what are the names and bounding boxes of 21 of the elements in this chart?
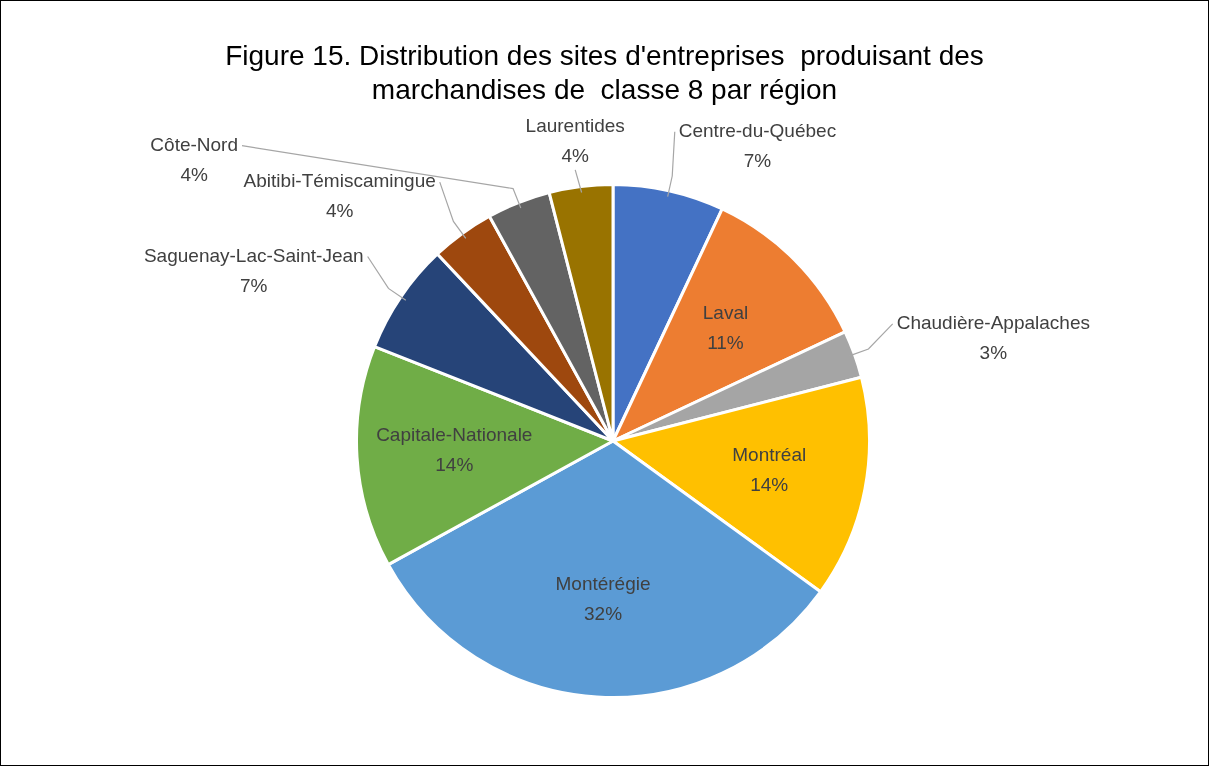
data-label: 14% <box>435 454 474 476</box>
slice-label: Laurentides <box>525 115 625 137</box>
slice-label: Côte-Nord <box>150 133 239 155</box>
data-label: 7% <box>240 274 268 296</box>
data-label: 7% <box>743 150 772 171</box>
slice-label: Montréal <box>732 444 807 466</box>
slice-label: Chaudière-Appalaches <box>896 312 1090 334</box>
data-label: 32% <box>584 602 623 624</box>
slice-label: Laval <box>702 301 749 323</box>
data-label: 4% <box>561 145 590 167</box>
slice-label: Centre-du-Québec <box>678 120 837 141</box>
slice-label: Saguenay-Lac-Saint-Jean <box>143 244 364 266</box>
data-label: 11% <box>707 331 744 353</box>
slice-label: Abitibi-Témiscamingue <box>243 170 436 192</box>
data-label: 3% <box>979 342 1008 364</box>
data-label: 4% <box>180 163 209 185</box>
data-label: 14% <box>750 474 789 496</box>
slice-label: Capitale-Nationale <box>376 424 533 446</box>
chart-title: Figure 15. Distribution des sites d'entreprises produisant des marchandises de classe 8 par région <box>224 39 985 107</box>
data-label: 4% <box>325 200 354 222</box>
slice-label: Montérégie <box>555 572 651 594</box>
